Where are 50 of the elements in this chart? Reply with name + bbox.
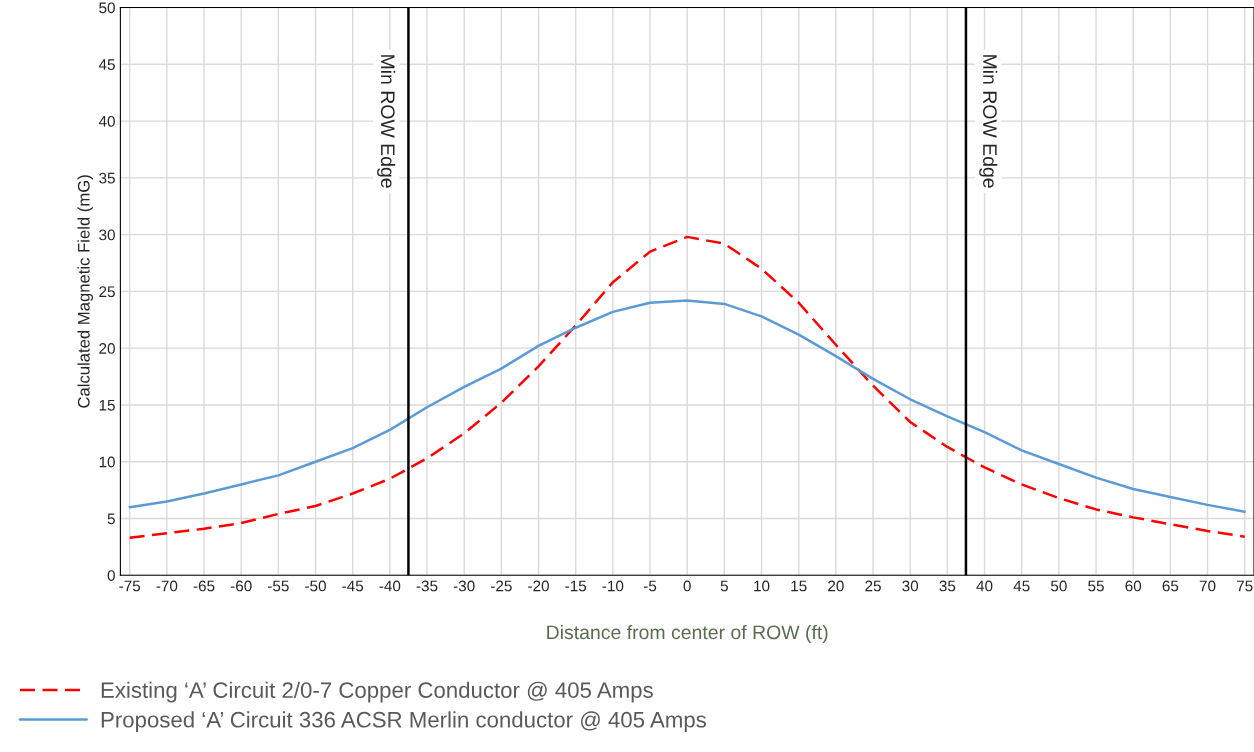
y-tick-label: 0: [107, 570, 115, 581]
x-tick-label: 60: [1125, 580, 1142, 592]
x-tick-label: -10: [602, 580, 624, 592]
x-tick-label: -25: [490, 580, 512, 592]
x-tick-label: 45: [1013, 580, 1030, 592]
x-tick-label: -40: [379, 580, 401, 592]
x-tick-label: 25: [865, 580, 881, 592]
y-axis-title: Calculated Magnetic Field (mG): [77, 175, 93, 408]
x-axis-title: Distance from center of ROW (ft): [547, 624, 828, 644]
x-tick-label: 10: [754, 580, 770, 592]
legend-label: Proposed ‘A’ Circuit 336 ACSR Merlin conductor @ 405 Amps: [101, 711, 706, 732]
x-tick-label: 75: [1237, 580, 1253, 592]
x-tick-label: 65: [1162, 580, 1179, 592]
x-tick-label: -5: [643, 580, 657, 592]
x-tick-label: -30: [453, 580, 475, 592]
y-tick-label: 45: [98, 59, 115, 70]
y-tick-label: 40: [98, 115, 115, 127]
x-tick-label: 15: [791, 580, 807, 592]
y-tick-label: 20: [99, 343, 115, 354]
x-tick-label: 40: [976, 580, 993, 592]
y-tick-label: 35: [99, 172, 115, 184]
x-tick-label: -60: [230, 580, 252, 592]
x-tick-label: -20: [528, 580, 549, 592]
y-tick-label: 15: [99, 399, 115, 411]
x-tick-label: 55: [1088, 580, 1104, 592]
x-tick-label: 20: [828, 580, 844, 592]
line-series: [128, 235, 1246, 540]
x-tick-label: -65: [193, 580, 215, 592]
x-tick-label: -75: [119, 580, 141, 592]
ref-line-label: Min ROW Edge: [377, 55, 396, 188]
x-tick-label: -55: [267, 580, 289, 592]
y-tick-label: 30: [99, 229, 115, 241]
x-tick-label: 0: [683, 580, 691, 592]
ref-line-label: Min ROW Edge: [979, 55, 998, 188]
x-tick-label: -50: [305, 580, 326, 592]
x-tick-label: -15: [565, 580, 587, 592]
x-tick-label: -45: [342, 580, 364, 592]
line-series: [128, 299, 1246, 513]
x-tick-label: 70: [1199, 580, 1216, 592]
x-tick-label: 5: [720, 580, 728, 592]
y-tick-label: 10: [99, 456, 115, 468]
legend-label: Existing ‘A’ Circuit 2/0-7 Copper Conductor @ 405 Amps: [101, 681, 653, 703]
x-tick-label: 35: [939, 580, 956, 592]
x-tick-label: 30: [902, 580, 919, 592]
y-tick-label: 25: [99, 286, 115, 298]
x-tick-label: -70: [156, 580, 178, 592]
y-tick-label: 50: [99, 2, 115, 14]
y-tick-label: 5: [107, 513, 115, 525]
x-tick-label: -35: [416, 580, 438, 592]
x-tick-label: 50: [1050, 580, 1067, 592]
